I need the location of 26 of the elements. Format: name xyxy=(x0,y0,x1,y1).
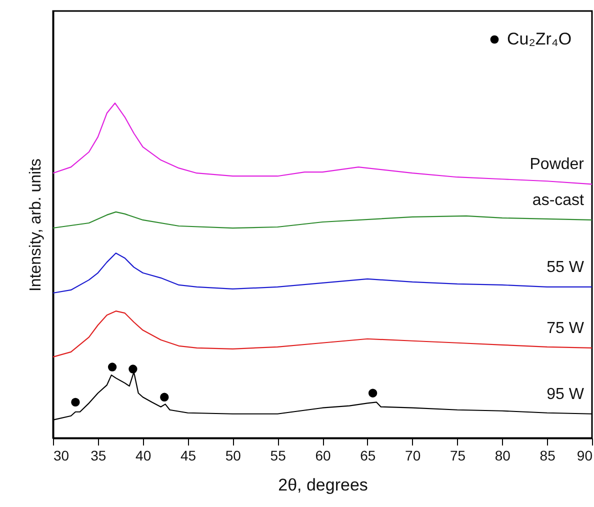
x-tick-label: 85 xyxy=(540,448,556,464)
x-axis-title: 2θ, degrees xyxy=(278,476,368,494)
series-label: as-cast xyxy=(532,192,585,209)
x-tick-label: 35 xyxy=(90,448,106,464)
x-tick-label: 65 xyxy=(360,448,376,464)
x-tick-label: 90 xyxy=(576,448,593,464)
x-tick-label: 30 xyxy=(54,448,70,464)
x-tick-label: 40 xyxy=(136,448,152,464)
point xyxy=(71,398,80,406)
x-tick-label: 80 xyxy=(494,448,511,464)
y-axis-title: Intensity, arb. units xyxy=(28,158,44,292)
point xyxy=(128,364,138,374)
point xyxy=(160,392,169,402)
x-tick-label: 70 xyxy=(405,448,421,464)
point xyxy=(108,362,117,372)
series-label: Powder xyxy=(530,156,585,174)
series-label: 95 W xyxy=(546,386,585,403)
x-tick-label: 50 xyxy=(225,448,242,464)
legend-label: Cu₂Zr₄O xyxy=(507,30,572,48)
series-label: 75 W xyxy=(546,320,585,337)
x-tick-label: 75 xyxy=(450,448,466,464)
x-tick-label: 55 xyxy=(270,448,286,464)
point xyxy=(368,388,378,398)
x-tick-label: 60 xyxy=(315,448,331,464)
x-tick-label: 45 xyxy=(180,448,196,464)
series-label: 55 W xyxy=(546,258,585,276)
